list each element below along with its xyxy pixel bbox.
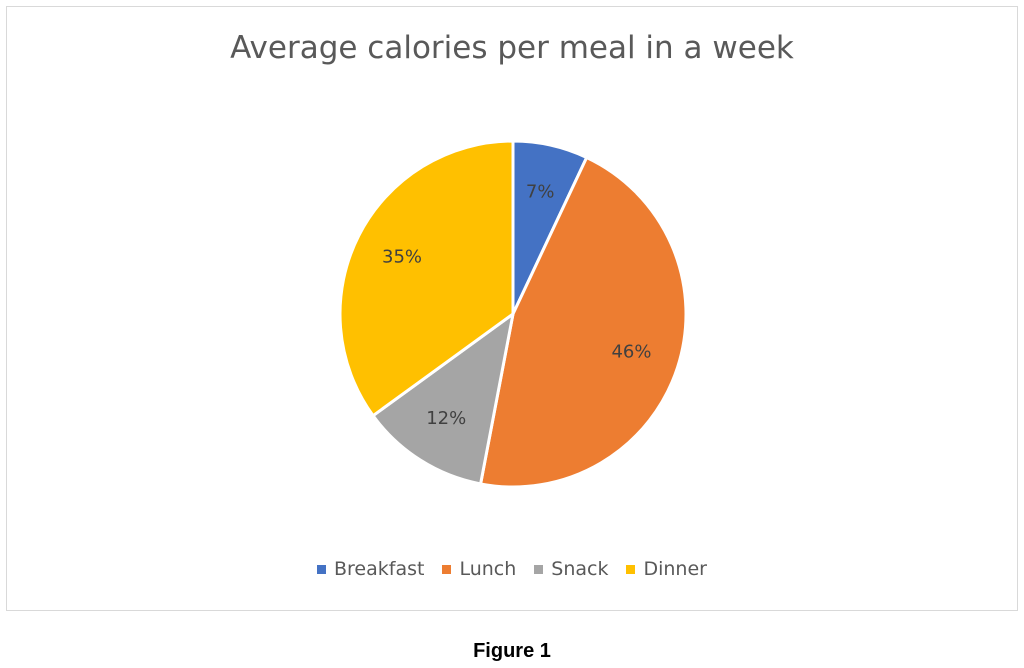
legend-swatch-dinner <box>626 564 636 574</box>
data-label-snack: 12% <box>426 408 466 429</box>
pie-slice-snack <box>371 312 515 486</box>
legend-item-snack: Snack <box>534 558 608 580</box>
legend-label-breakfast: Breakfast <box>334 558 425 580</box>
pie-slice-dinner <box>338 139 515 418</box>
legend-label-snack: Snack <box>551 558 609 580</box>
legend-swatch-snack <box>534 564 544 574</box>
pie-slice-lunch <box>479 155 688 489</box>
data-label-dinner: 35% <box>382 246 422 267</box>
data-label-lunch: 46% <box>611 341 651 362</box>
legend-swatch-breakfast <box>317 564 326 574</box>
legend-item-lunch: Lunch <box>442 558 516 580</box>
figure-caption: Figure 1 <box>473 640 551 662</box>
legend-swatch-lunch <box>442 564 452 574</box>
data-label-breakfast: 7% <box>526 181 555 202</box>
legend-item-breakfast: Breakfast <box>317 558 424 580</box>
chart-legend: Breakfast Lunch Snack Dinner <box>0 558 1024 580</box>
chart-title: Average calories per meal in a week <box>230 30 794 66</box>
legend-label-dinner: Dinner <box>643 558 707 580</box>
legend-label-lunch: Lunch <box>459 558 517 580</box>
legend-item-dinner: Dinner <box>626 558 707 580</box>
